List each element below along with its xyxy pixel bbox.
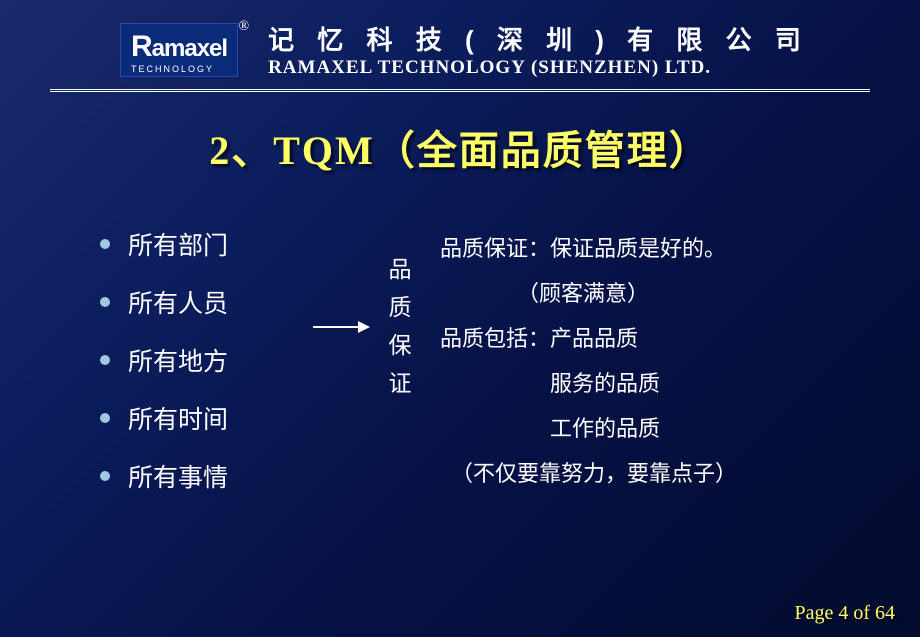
bullet-icon (100, 471, 110, 481)
content-area: 所有部门 所有人员 所有地方 所有时间 所有事情 品 质 保 证 品质保证：保证… (0, 176, 920, 516)
vertical-char: 保 (380, 327, 420, 365)
company-titles: 记 忆 科 技 ( 深 圳 ) 有 限 公 司 RAMAXEL TECHNOLO… (268, 20, 820, 79)
right-line: 工作的品质 (440, 406, 860, 451)
vertical-char: 品 (380, 251, 420, 289)
page-footer: Page 4 of 64 (794, 602, 895, 625)
right-line: （不仅要靠努力，要靠点子） (440, 451, 860, 496)
header-divider (50, 89, 870, 93)
right-line: 品质保证：保证品质是好的。 (440, 226, 860, 271)
bullet-icon (100, 239, 110, 249)
list-item: 所有地方 (100, 342, 300, 378)
list-item: 所有部门 (100, 226, 300, 262)
list-item: 所有时间 (100, 400, 300, 436)
list-item-label: 所有地方 (128, 342, 228, 378)
bullet-icon (100, 413, 110, 423)
left-bullet-list: 所有部门 所有人员 所有地方 所有时间 所有事情 (100, 226, 300, 516)
vertical-label: 品 质 保 证 (380, 226, 420, 403)
list-item-label: 所有事情 (128, 458, 228, 494)
right-line: 服务的品质 (440, 361, 860, 406)
arrow-icon (313, 326, 368, 328)
header: Ramaxel TECHNOLOGY ® 记 忆 科 技 ( 深 圳 ) 有 限… (0, 0, 920, 84)
registered-icon: ® (238, 19, 249, 35)
list-item: 所有事情 (100, 458, 300, 494)
logo: Ramaxel TECHNOLOGY ® (120, 23, 238, 77)
slide-title: 2、TQM（全面品质管理） (0, 118, 920, 176)
vertical-char: 证 (380, 365, 420, 403)
list-item-label: 所有时间 (128, 400, 228, 436)
bullet-icon (100, 355, 110, 365)
logo-brand: Ramaxel (131, 30, 227, 64)
list-item-label: 所有人员 (128, 284, 228, 320)
company-name-en: RAMAXEL TECHNOLOGY (SHENZHEN) LTD. (268, 57, 820, 79)
right-line: （顾客满意） (440, 271, 860, 316)
list-item-label: 所有部门 (128, 226, 228, 262)
logo-subtext: TECHNOLOGY (131, 64, 227, 74)
arrow-column (300, 226, 380, 328)
list-item: 所有人员 (100, 284, 300, 320)
company-name-cn: 记 忆 科 技 ( 深 圳 ) 有 限 公 司 (268, 20, 820, 57)
right-content: 品质保证：保证品质是好的。 （顾客满意） 品质包括：产品品质 服务的品质 工作的… (420, 226, 860, 496)
vertical-char: 质 (380, 289, 420, 327)
bullet-icon (100, 297, 110, 307)
right-line: 品质包括：产品品质 (440, 316, 860, 361)
